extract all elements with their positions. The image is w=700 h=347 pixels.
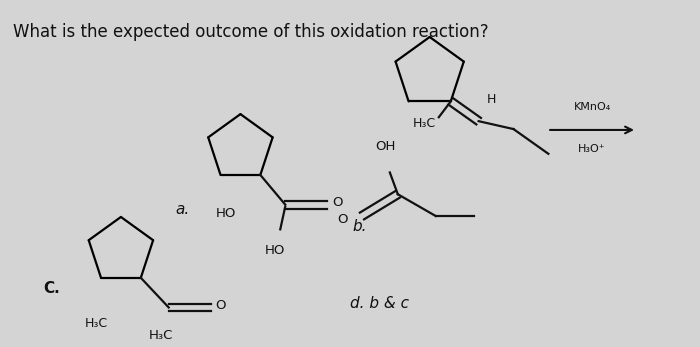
Text: d. b & c: d. b & c: [350, 296, 409, 311]
Text: H: H: [486, 93, 496, 106]
Text: a.: a.: [176, 202, 190, 217]
Text: H₃O⁺: H₃O⁺: [578, 144, 606, 154]
Text: HO: HO: [216, 206, 236, 220]
Text: HO: HO: [265, 244, 286, 257]
Text: O: O: [337, 213, 347, 227]
Text: H₃C: H₃C: [413, 117, 436, 130]
Text: O: O: [332, 196, 342, 209]
Text: What is the expected outcome of this oxidation reaction?: What is the expected outcome of this oxi…: [13, 23, 489, 41]
Text: OH: OH: [376, 140, 396, 153]
Text: H₃C: H₃C: [148, 329, 173, 342]
Text: H₃C: H₃C: [85, 317, 108, 330]
Text: KMnO₄: KMnO₄: [573, 102, 610, 112]
Text: C.: C.: [43, 281, 60, 296]
Text: O: O: [216, 299, 226, 312]
Text: b.: b.: [352, 219, 367, 234]
